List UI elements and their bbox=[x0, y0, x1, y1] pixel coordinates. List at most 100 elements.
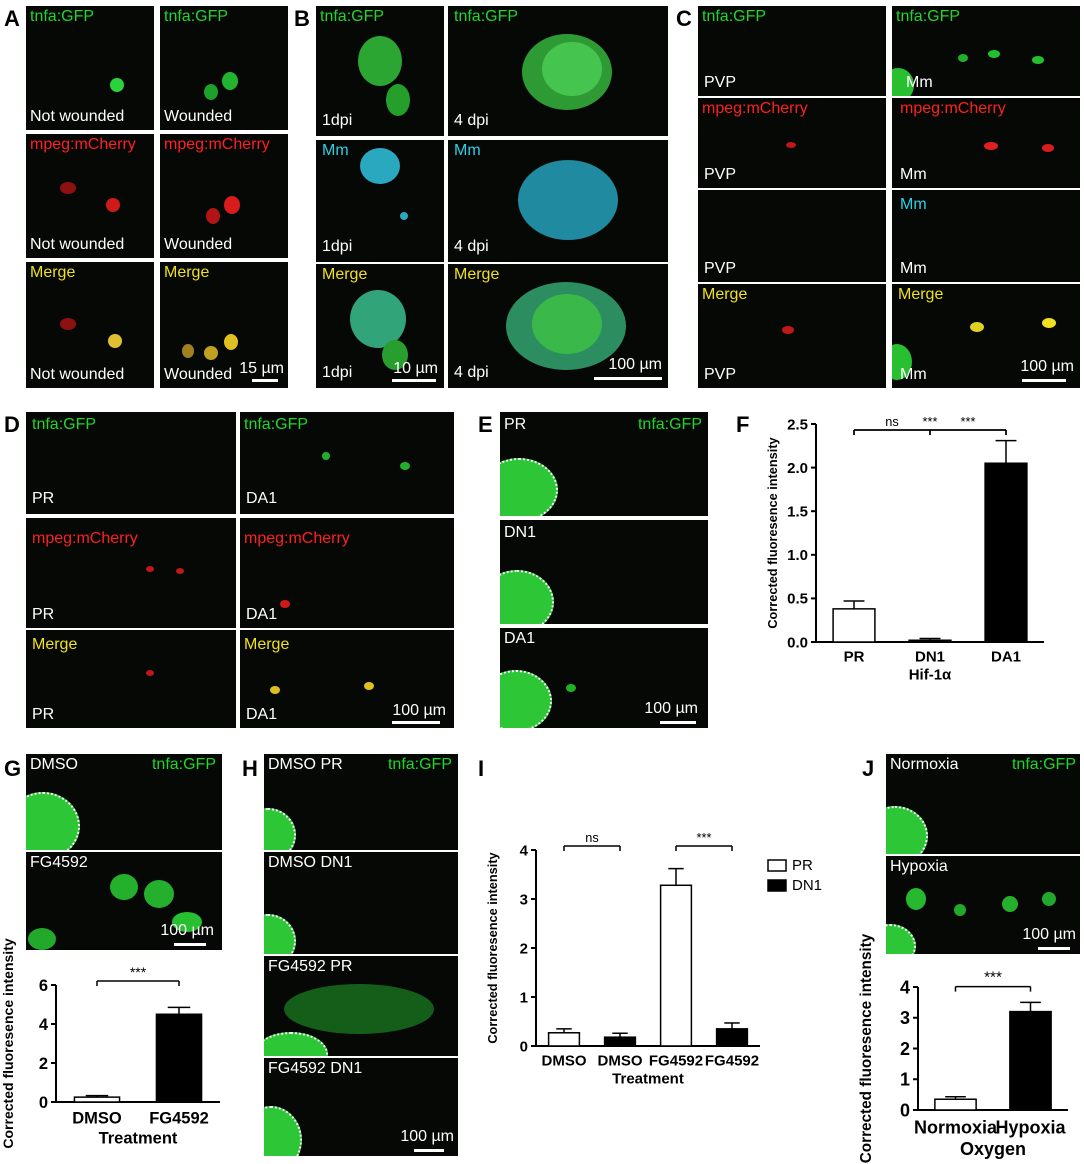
significance-label: ns bbox=[585, 830, 598, 845]
label: PR bbox=[504, 416, 527, 433]
y-axis-label: Corrected fluoresence intensity bbox=[0, 938, 16, 1149]
chart-f: 0.0 0.5 1.0 1.5 2.0 2.5 PR DN1 DA1 Hif-1α Correcte… bbox=[765, 414, 1044, 684]
x-tick-label: DMSO bbox=[542, 1053, 587, 1070]
label: FG4592 DN1 bbox=[268, 1060, 363, 1077]
cell bbox=[176, 568, 184, 574]
label: DMSO bbox=[30, 756, 78, 773]
y-tick-label: 2.0 bbox=[787, 460, 808, 477]
panel-c-merge-pvp: Merge PVP bbox=[698, 284, 886, 388]
y-tick-label: 2 bbox=[900, 1039, 910, 1059]
label: tnfa:GFP bbox=[320, 8, 385, 25]
bar bbox=[547, 1032, 581, 1047]
label: tnfa:GFP bbox=[637, 416, 702, 433]
label: FG4592 bbox=[30, 854, 88, 871]
panel-d-merge-pr: Merge PR bbox=[26, 630, 236, 728]
bar bbox=[934, 1098, 977, 1111]
label: 4 dpi bbox=[454, 112, 489, 129]
scalebar bbox=[414, 1149, 444, 1152]
panel-b-mm-1dpi: Mm 1dpi bbox=[316, 140, 444, 262]
panel-c-mm-pvp: PVP bbox=[698, 190, 886, 282]
label: tnfa:GFP bbox=[151, 756, 216, 773]
x-tick-label: DA1 bbox=[991, 649, 1021, 666]
panel-h-fg-pr: FG4592 PR bbox=[264, 956, 458, 1056]
cell bbox=[542, 42, 602, 96]
panel-a-mcherry-wounded: mpeg:mCherry Wounded bbox=[160, 134, 288, 258]
cell bbox=[182, 344, 194, 358]
cell bbox=[970, 322, 984, 332]
label: PVP bbox=[704, 366, 737, 383]
cell bbox=[284, 984, 434, 1034]
panel-a-gfp-notwounded: tnfa:GFP Not wounded bbox=[26, 6, 154, 130]
chart-g: 0 2 4 6 DMSO FG4592 Treatment Corrected fluores… bbox=[0, 938, 220, 1149]
label: DMSO DN1 bbox=[268, 854, 353, 871]
x-axis-label: Treatment bbox=[612, 1071, 684, 1088]
panel-d-merge-da1: Merge DA1 100 µm bbox=[240, 630, 454, 728]
label: Merge bbox=[244, 636, 290, 653]
label: 4 dpi bbox=[454, 238, 489, 255]
scalebar bbox=[594, 377, 662, 380]
panel-letter-g: G bbox=[4, 756, 22, 781]
cell bbox=[400, 462, 410, 470]
x-axis-label: Treatment bbox=[99, 1129, 178, 1147]
label: Mm bbox=[900, 196, 927, 213]
panel-e-pr: PR tnfa:GFP bbox=[500, 412, 708, 516]
panel-letter-j: J bbox=[862, 756, 875, 781]
cell bbox=[1042, 318, 1056, 328]
yolk-region bbox=[500, 570, 554, 624]
label: Normoxia bbox=[890, 756, 959, 773]
bar bbox=[908, 639, 952, 643]
label: PVP bbox=[704, 260, 737, 277]
label: tnfa:GFP bbox=[244, 416, 309, 433]
scalebar-label: 100 µm bbox=[160, 922, 214, 939]
panel-j-normoxia: Normoxia tnfa:GFP bbox=[886, 754, 1080, 854]
scalebar-label: 100 µm bbox=[1020, 358, 1074, 375]
scalebar bbox=[174, 943, 206, 946]
panel-j-hypoxia: Hypoxia 100 µm bbox=[886, 856, 1080, 954]
cell bbox=[224, 334, 238, 350]
x-tick-label: FG4592 bbox=[649, 1053, 703, 1070]
y-tick-label: 0.5 bbox=[787, 591, 808, 608]
yolk-region bbox=[886, 924, 916, 954]
cell bbox=[958, 54, 968, 62]
y-tick-label: 0 bbox=[900, 1100, 910, 1120]
label: tnfa:GFP bbox=[164, 8, 229, 25]
cell bbox=[28, 928, 56, 950]
panel-d-mcherry-da1: mpeg:mCherry DA1 bbox=[240, 518, 454, 628]
cell bbox=[382, 340, 408, 370]
cell bbox=[108, 334, 122, 348]
label: 1dpi bbox=[322, 364, 353, 381]
cell bbox=[60, 182, 76, 194]
scalebar bbox=[1038, 947, 1070, 950]
cell bbox=[954, 904, 966, 916]
y-tick-label: 0.0 bbox=[787, 634, 808, 651]
x-tick-label: PR bbox=[844, 649, 865, 666]
panel-c-merge-mm: Merge Mm 100 µm bbox=[892, 284, 1080, 388]
cell bbox=[566, 684, 576, 692]
scalebar bbox=[660, 721, 696, 724]
scalebar-label: 100 µm bbox=[608, 356, 662, 373]
panel-e-dn1: DN1 bbox=[500, 520, 708, 624]
cell bbox=[532, 294, 602, 354]
scalebar bbox=[1022, 379, 1066, 382]
cell bbox=[364, 682, 374, 690]
panel-letter-c: C bbox=[676, 6, 692, 31]
label: Mm bbox=[454, 142, 481, 159]
panel-letter-d: D bbox=[4, 412, 20, 437]
cell bbox=[906, 888, 926, 910]
yolk-region bbox=[264, 808, 296, 850]
label: Merge bbox=[454, 266, 500, 283]
cell bbox=[984, 142, 998, 150]
cell bbox=[280, 600, 290, 608]
label: DN1 bbox=[504, 524, 537, 541]
panel-b-merge-1dpi: Merge 1dpi 10 µm bbox=[316, 264, 444, 388]
y-tick-label: 2 bbox=[39, 1055, 48, 1073]
y-axis-label: Corrected fluoresence intensity bbox=[765, 436, 780, 628]
label: Mm bbox=[900, 366, 927, 383]
bar bbox=[984, 462, 1028, 643]
cell bbox=[106, 198, 120, 212]
cell bbox=[360, 148, 400, 184]
cell bbox=[782, 326, 794, 334]
label: 4 dpi bbox=[454, 364, 489, 381]
